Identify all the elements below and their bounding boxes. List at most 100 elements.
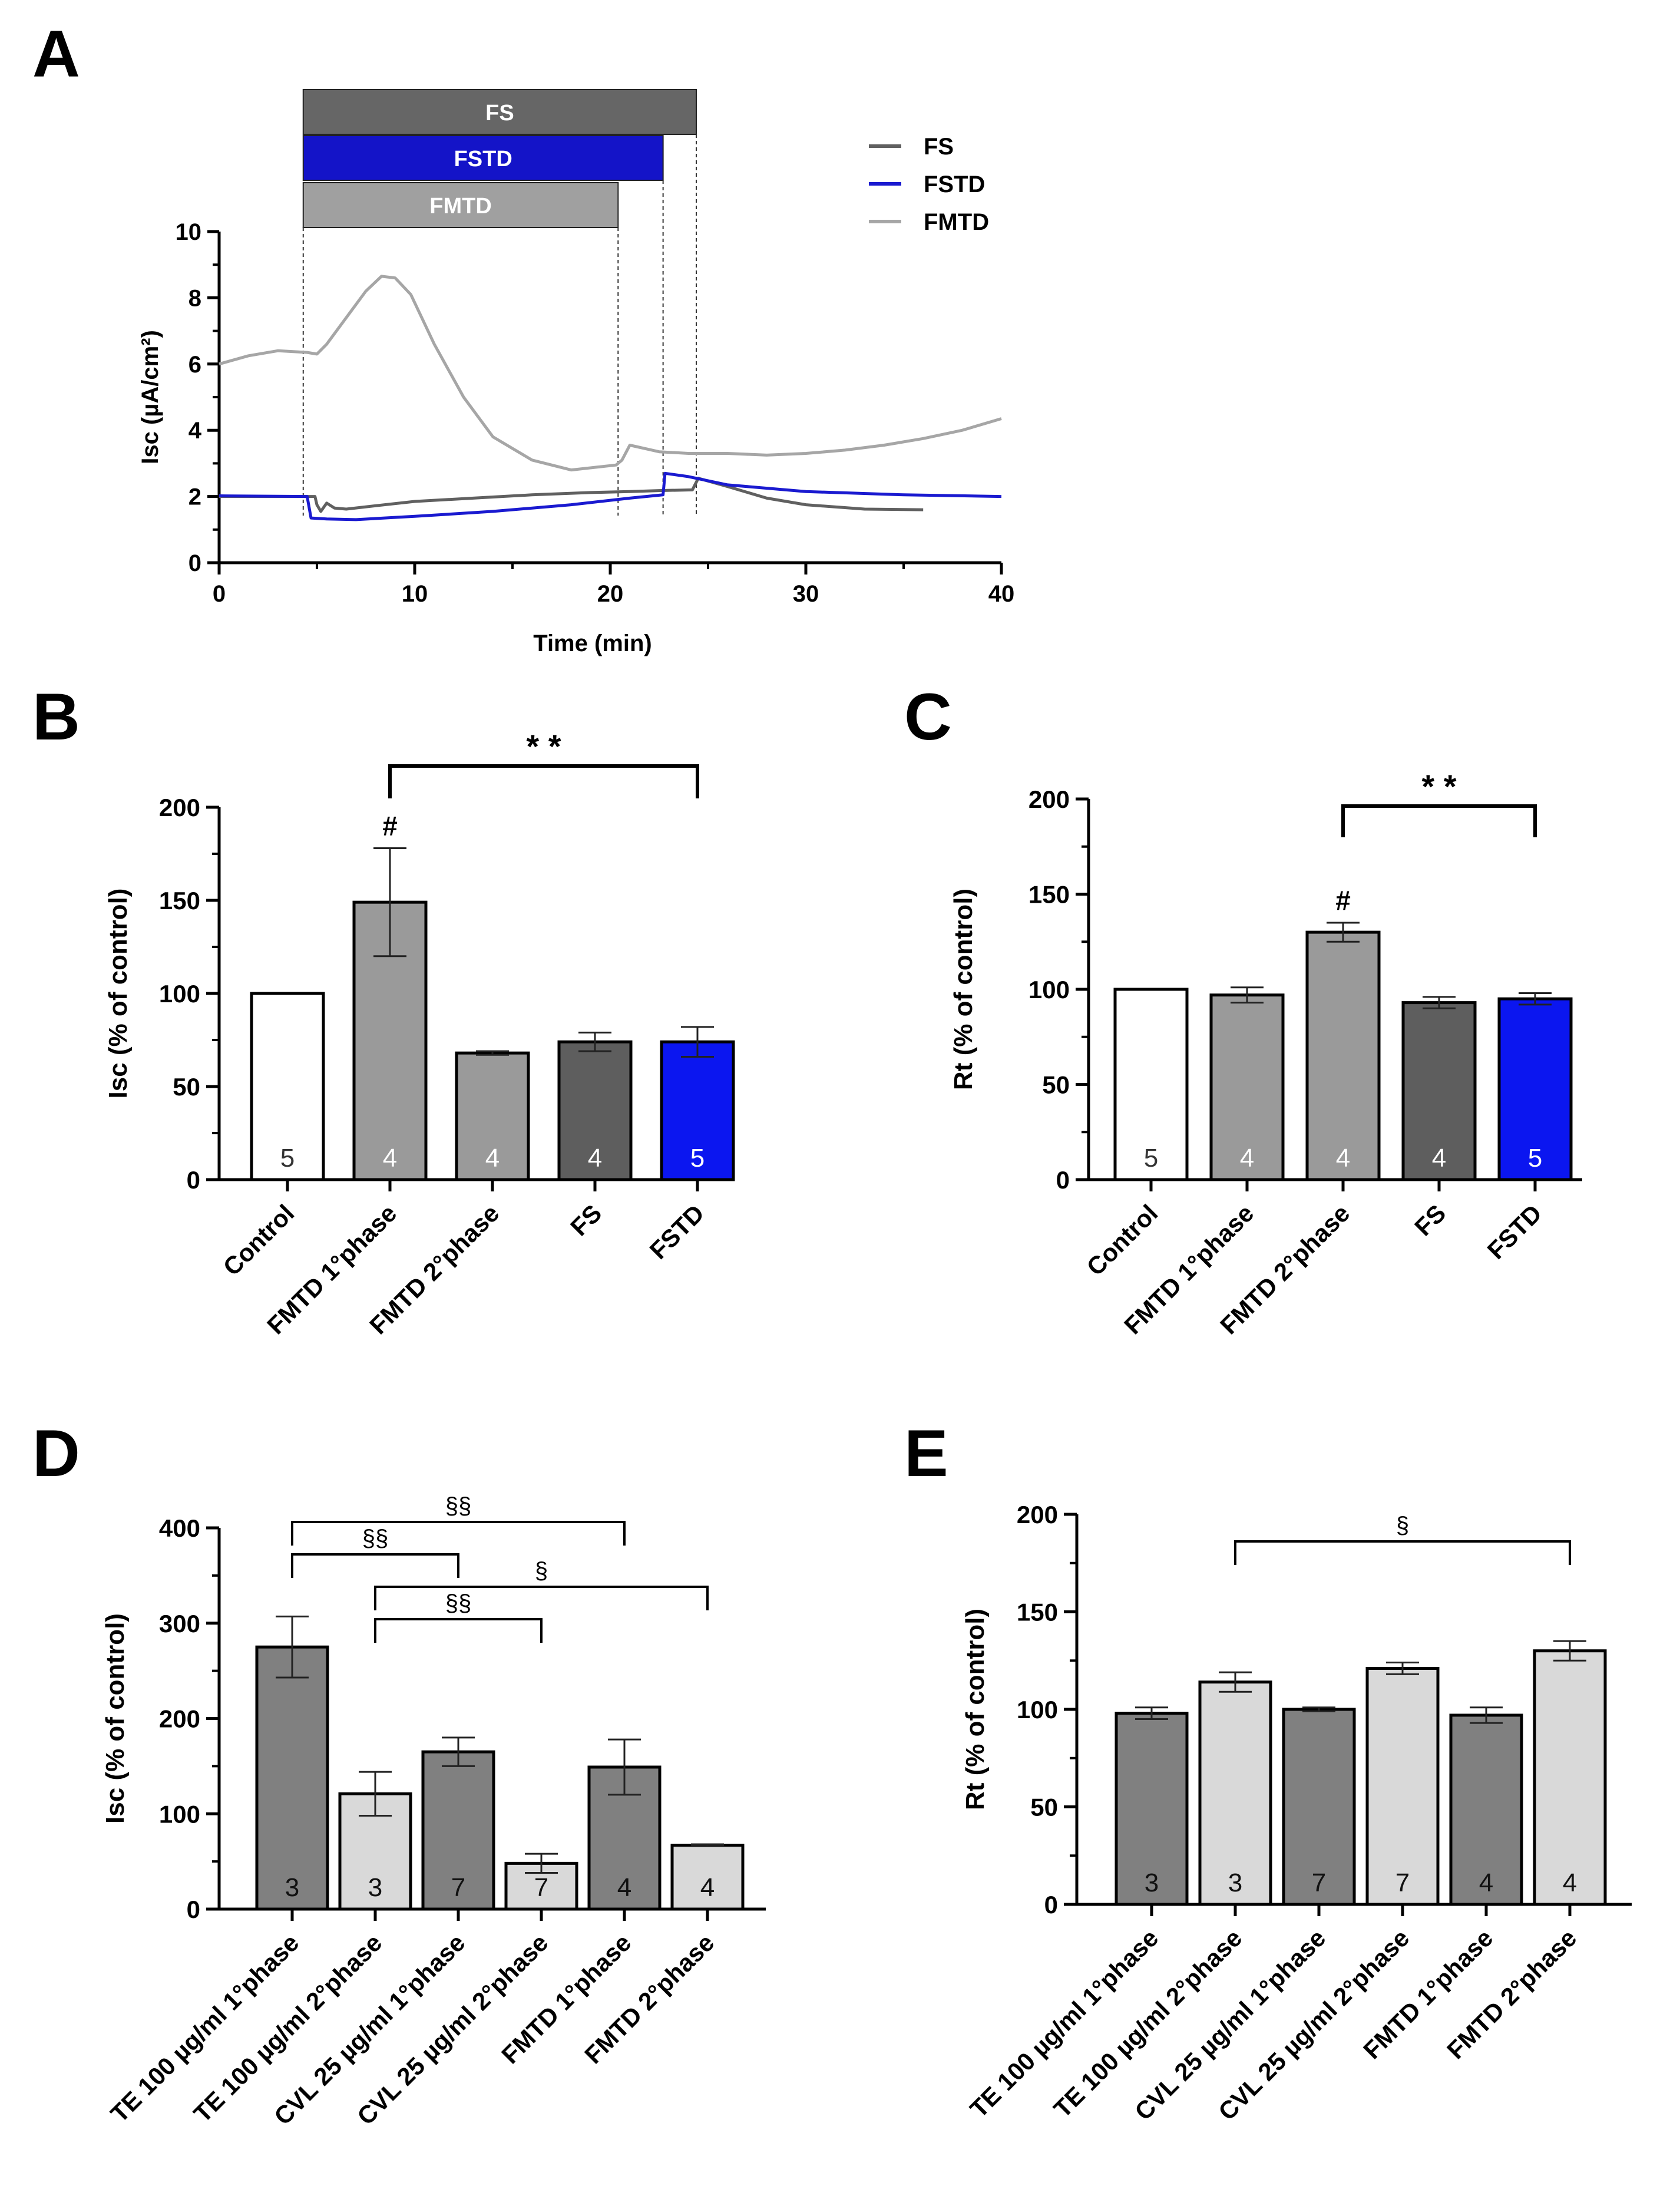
bar bbox=[1305, 930, 1381, 1181]
sample-size-label: 4 bbox=[700, 1873, 715, 1902]
x-tick-label: 20 bbox=[597, 581, 624, 607]
significance-bracket-label: § bbox=[535, 1558, 548, 1584]
sample-size-label: 7 bbox=[1312, 1868, 1326, 1897]
treatment-bar-label: FS bbox=[485, 101, 514, 126]
significance-marker: # bbox=[1335, 885, 1351, 916]
significance-bracket bbox=[291, 1553, 459, 1578]
significance-bracket-label: §§ bbox=[445, 1590, 472, 1616]
sample-size-label: 4 bbox=[1336, 1144, 1350, 1173]
sample-size-label: 3 bbox=[285, 1873, 299, 1902]
panel-label-e: E bbox=[904, 1417, 948, 1490]
legend-label-fmtd: FMTD bbox=[924, 209, 989, 235]
legend-label-fs: FS bbox=[924, 134, 954, 160]
panel-b-bar-chart: 0 50 100 150 200 Isc (% of control) 5 Control 4 F… bbox=[104, 728, 735, 1339]
sample-size-label: 5 bbox=[1528, 1144, 1542, 1173]
x-axis-label: Time (min) bbox=[533, 630, 652, 656]
y-tick-label: 0 bbox=[187, 1166, 200, 1194]
sample-size-label: 5 bbox=[280, 1144, 295, 1173]
significance-bracket bbox=[1234, 1540, 1571, 1565]
bar bbox=[1401, 1001, 1477, 1181]
y-axis-label: Rt (% of control) bbox=[949, 889, 978, 1090]
significance-bracket-label: * * bbox=[526, 728, 561, 765]
x-tick-label: 0 bbox=[213, 581, 226, 607]
x-tick-label: 10 bbox=[402, 581, 428, 607]
x-tick-label: Control bbox=[1082, 1199, 1163, 1281]
y-tick-label: 150 bbox=[1017, 1599, 1058, 1626]
sample-size-label: 5 bbox=[690, 1144, 705, 1173]
y-tick-label: 6 bbox=[188, 352, 201, 378]
y-tick-label: 0 bbox=[1044, 1891, 1058, 1919]
bar bbox=[255, 1645, 329, 1911]
y-tick-label: 200 bbox=[159, 794, 200, 821]
y-tick-label: 400 bbox=[159, 1514, 200, 1542]
y-tick-label: 8 bbox=[188, 285, 201, 311]
y-tick-label: 10 bbox=[176, 219, 202, 245]
y-tick-label: 100 bbox=[1028, 976, 1070, 1003]
bar bbox=[1533, 1649, 1607, 1906]
panel-label-d: D bbox=[32, 1417, 80, 1490]
significance-bracket bbox=[291, 1521, 626, 1546]
sample-size-label: 4 bbox=[588, 1144, 602, 1173]
panel-label-b: B bbox=[32, 680, 80, 754]
bar bbox=[1115, 1712, 1189, 1906]
sample-size-label: 4 bbox=[617, 1873, 631, 1902]
significance-bracket-label: * * bbox=[1421, 768, 1456, 805]
legend-label-fstd: FSTD bbox=[924, 171, 985, 197]
significance-bracket-label: § bbox=[1396, 1513, 1409, 1538]
y-tick-label: 150 bbox=[1028, 881, 1070, 909]
treatment-bar-label: FSTD bbox=[454, 147, 512, 171]
x-tick-label: FSTD bbox=[1482, 1199, 1547, 1264]
series-line-fs bbox=[219, 477, 924, 513]
treatment-bar-fmtd bbox=[302, 182, 619, 228]
x-tick-label: Control bbox=[218, 1199, 300, 1281]
panel-label-a: A bbox=[32, 17, 80, 91]
significance-bracket bbox=[1341, 804, 1537, 837]
y-tick-label: 4 bbox=[188, 418, 202, 444]
x-tick-label: FSTD bbox=[644, 1199, 710, 1264]
x-tick-label: 30 bbox=[793, 581, 819, 607]
y-tick-label: 0 bbox=[1056, 1166, 1070, 1194]
y-tick-label: 100 bbox=[1017, 1696, 1058, 1723]
sample-size-label: 7 bbox=[534, 1873, 548, 1902]
y-tick-label: 200 bbox=[1017, 1501, 1058, 1528]
y-tick-label: 2 bbox=[188, 484, 201, 510]
y-tick-label: 200 bbox=[159, 1705, 200, 1733]
sample-size-label: 4 bbox=[485, 1144, 500, 1173]
sample-size-label: 4 bbox=[1479, 1868, 1493, 1897]
y-tick-label: 50 bbox=[1042, 1071, 1070, 1099]
y-tick-label: 0 bbox=[187, 1896, 200, 1923]
significance-bracket-label: §§ bbox=[445, 1493, 472, 1519]
y-tick-label: 300 bbox=[159, 1610, 200, 1637]
y-tick-label: 100 bbox=[159, 980, 200, 1008]
y-tick-label: 50 bbox=[1030, 1794, 1058, 1821]
significance-marker: # bbox=[382, 811, 398, 841]
x-tick-label: 40 bbox=[988, 581, 1015, 607]
significance-bracket bbox=[388, 764, 699, 798]
y-tick-label: 0 bbox=[188, 550, 201, 576]
significance-bracket bbox=[374, 1586, 709, 1610]
bar bbox=[1449, 1713, 1523, 1906]
significance-bracket-label: §§ bbox=[362, 1526, 389, 1551]
y-axis-label: Isc (% of control) bbox=[101, 1613, 130, 1824]
y-tick-label: 50 bbox=[173, 1073, 200, 1101]
y-tick-label: 200 bbox=[1028, 785, 1070, 813]
sample-size-label: 4 bbox=[383, 1144, 397, 1173]
y-tick-label: 150 bbox=[159, 887, 200, 914]
sample-size-label: 4 bbox=[1432, 1144, 1446, 1173]
bar bbox=[1365, 1666, 1440, 1906]
x-tick-label: FS bbox=[1409, 1199, 1451, 1241]
x-tick-label: FS bbox=[565, 1199, 607, 1241]
sample-size-label: 3 bbox=[1228, 1868, 1242, 1897]
sample-size-label: 7 bbox=[1395, 1868, 1410, 1897]
sample-size-label: 4 bbox=[1240, 1144, 1254, 1173]
significance-bracket bbox=[374, 1618, 543, 1643]
series-line-fmtd bbox=[219, 275, 1002, 472]
bar bbox=[1198, 1680, 1272, 1906]
sample-size-label: 5 bbox=[1144, 1144, 1158, 1173]
y-tick-label: 100 bbox=[159, 1800, 200, 1828]
bar bbox=[1282, 1708, 1356, 1906]
